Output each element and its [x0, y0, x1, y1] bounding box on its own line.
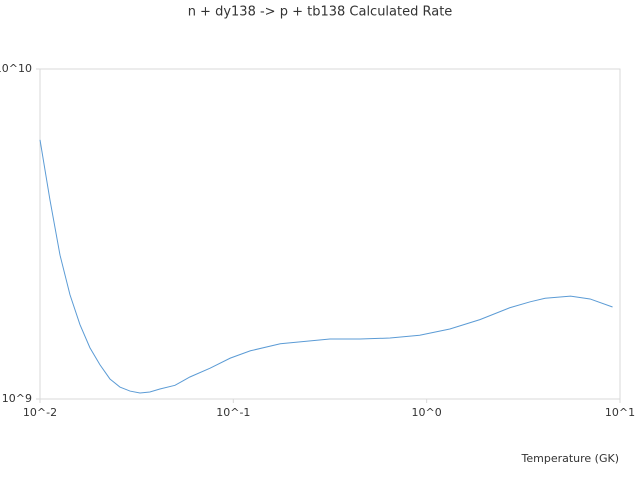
y-tick-label: 10^10 — [0, 62, 32, 75]
chart-title: n + dy138 -> p + tb138 Calculated Rate — [188, 5, 453, 20]
plot-area — [39, 68, 621, 400]
x-tick-label: 10^-1 — [216, 406, 250, 419]
data-line — [39, 139, 613, 394]
x-axis-label: Temperature (GK) — [521, 452, 620, 465]
x-tick-label: 10^1 — [605, 406, 635, 419]
x-tick-label: 10^0 — [412, 406, 442, 419]
x-tick-label: 10^-2 — [23, 406, 57, 419]
y-tick-label: 10^9 — [2, 392, 32, 405]
